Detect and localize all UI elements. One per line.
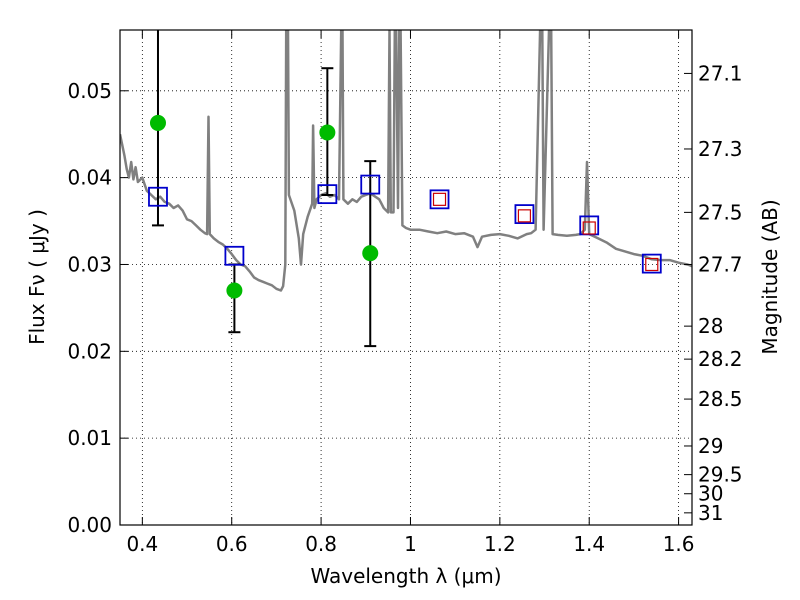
data-point-model [317, 184, 338, 205]
y-tick-label: 0.00 [67, 513, 112, 537]
model-spectrum [120, 30, 692, 292]
x-tick-label: 0.4 [126, 532, 158, 556]
y2-tick-label: 29 [698, 434, 723, 458]
data-point-model [360, 174, 381, 195]
y2-tick-label: 29.5 [698, 463, 743, 487]
spectrum-line [120, 30, 692, 292]
x-axis-label: Wavelength λ (μm) [310, 564, 501, 588]
x-tick-label: 0.6 [216, 532, 248, 556]
observed-points [149, 114, 379, 299]
x-tick-label: 0.8 [305, 532, 337, 556]
data-point-model [641, 253, 662, 274]
y-axis-label: Flux Fν ( μJy ) [25, 209, 49, 345]
data-point-model [148, 186, 168, 207]
data-point-model-nir [582, 221, 596, 235]
y2-tick-label: 27.5 [698, 200, 743, 224]
plot-frame [119, 29, 693, 526]
data-point-model [429, 189, 450, 210]
y2-tick-label: 28.2 [698, 347, 743, 371]
y2-tick-label: 27.1 [698, 61, 743, 85]
y2-tick-label: 30 [698, 482, 723, 506]
model-squares [148, 174, 662, 274]
axis-ticks: 0.4 0.6 0.8 1 1.2 1.4 1.6 0.00 0.01 0.02 0.03 0.04 0… [67, 30, 743, 556]
y2-tick-label: 27.3 [698, 137, 743, 161]
data-point-model [224, 245, 245, 266]
data-point-model-nir [517, 209, 532, 223]
y2-tick-label: 27.7 [698, 252, 743, 276]
x-tick-label: 1.2 [484, 532, 516, 556]
y-tick-label: 0.02 [67, 339, 112, 363]
y2-tick-label: 31 [698, 501, 723, 525]
y2-tick-label: 28 [698, 314, 723, 338]
data-point-observed [149, 114, 166, 131]
data-point-observed [362, 245, 379, 262]
y-tick-label: 0.04 [67, 166, 112, 190]
y-tick-label: 0.03 [67, 252, 112, 276]
data-point-observed [226, 282, 243, 299]
y2-tick-label: 28.5 [698, 387, 743, 411]
x-tick-label: 1 [404, 532, 417, 556]
grid [120, 30, 692, 525]
data-point-model-nir [645, 257, 659, 272]
x-tick-label: 1.4 [573, 532, 605, 556]
y-tick-label: 0.05 [67, 79, 112, 103]
y-tick-label: 0.01 [67, 426, 112, 450]
y2-axis-label: Magnitude (AB) [758, 199, 782, 354]
data-point-model-nir [432, 192, 447, 206]
x-tick-label: 1.6 [663, 532, 695, 556]
data-point-observed [319, 124, 336, 141]
data-point-model [514, 204, 535, 225]
